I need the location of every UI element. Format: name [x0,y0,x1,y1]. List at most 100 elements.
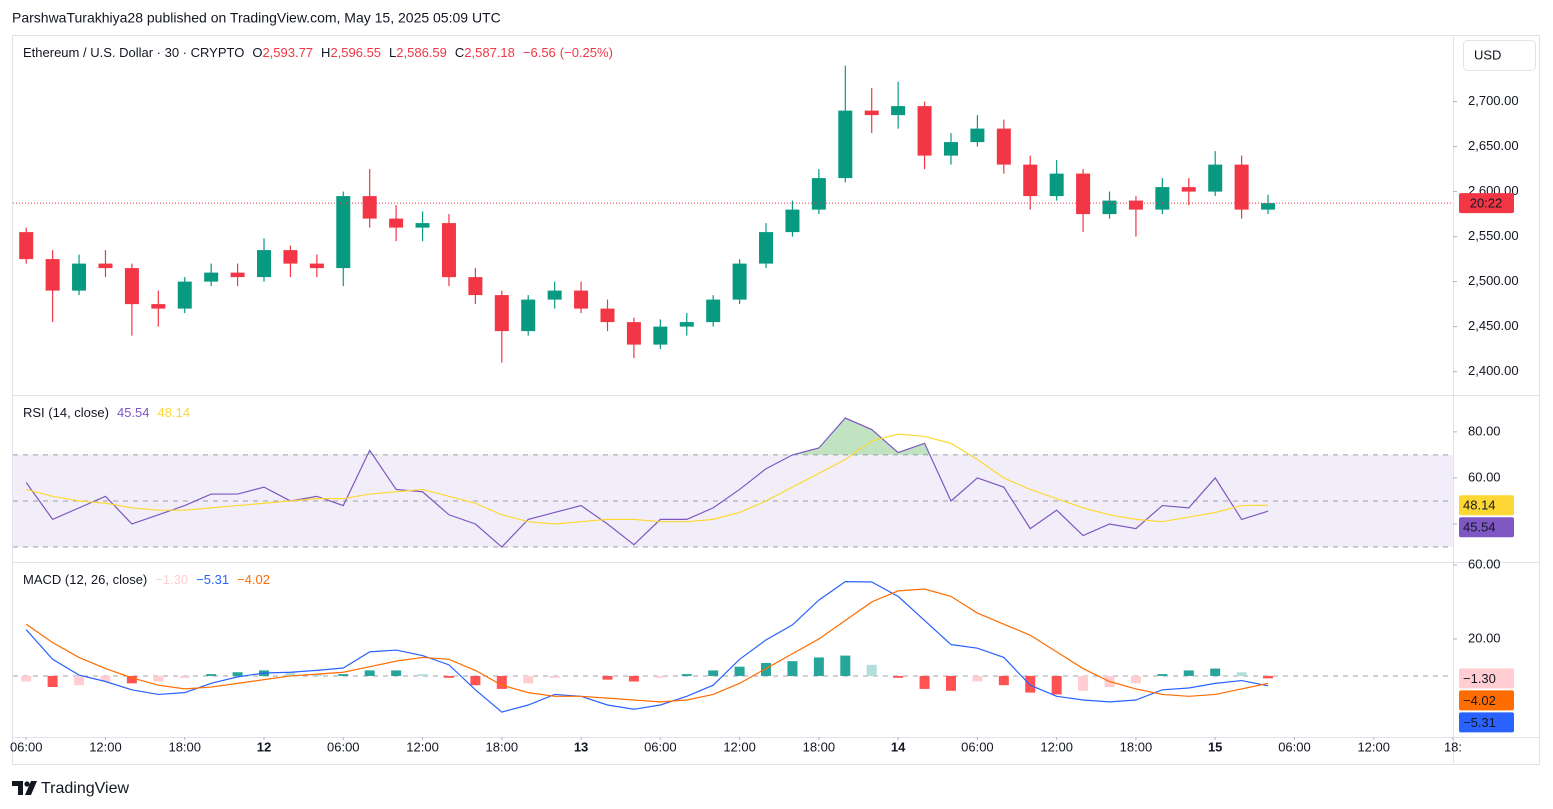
candle-body [706,299,721,323]
legend: Ethereum / U.S. Dollar · 30 · CRYPTO O2,5… [23,45,613,60]
indicator-line [25,417,1269,548]
histogram-bar [945,675,956,691]
histogram-bar [285,672,296,676]
candle-body [785,209,800,233]
axis-value-label: 48.14 [1463,498,1496,513]
y-tick-label: 60.00 [1468,556,1501,571]
histogram-bar [628,675,639,682]
candle-body [1023,164,1038,197]
candle-body [547,290,562,300]
histogram-bar [523,675,534,684]
candle-body [336,196,351,269]
histogram-bar [47,675,58,688]
x-tick-label: 18:00 [803,739,836,754]
candle-body [626,322,641,345]
x-tick-label: 06:00 [1278,739,1311,754]
histogram-bar [74,675,85,686]
x-tick-label: 12:00 [723,739,756,754]
legend-item: 2,587.18 [464,45,515,60]
candle-body [204,272,219,282]
candle-body [177,281,192,309]
histogram-bar [206,674,217,676]
axis-value-label: −4.02 [1463,693,1496,708]
histogram-bar [391,670,402,676]
countdown: 20:22 [1470,196,1503,211]
candle-body [679,322,694,327]
candle-body [283,250,298,264]
x-tick-label: 06:00 [644,739,677,754]
candle-body [415,223,430,228]
candle-body [1208,164,1223,192]
y-tick-label: 2,400.00 [1468,363,1519,378]
candle-body [574,290,589,309]
candle-body [891,106,906,116]
indicator-line [26,433,1269,525]
histogram-bar [100,675,111,682]
legend-item: 2,593.77 [262,45,313,60]
x-tick-label: 06:00 [10,739,43,754]
axis-value-tag [1459,668,1514,689]
candle-body [19,232,34,260]
histogram-bar [972,675,983,682]
histogram-bar [761,663,772,676]
legend-item: H [321,45,330,60]
candle-body [1261,203,1276,210]
axis-value-tag [1459,712,1514,733]
legend-item: −1.30 [155,572,188,587]
histogram-bar [708,670,719,676]
candle-body [309,263,324,269]
x-tick-label: 18:00 [486,739,519,754]
histogram-bar [311,674,322,676]
histogram-bar [417,674,428,676]
legend-item: RSI (14, close) [23,405,109,420]
y-tick-label: 2,550.00 [1468,228,1519,243]
x-tick-label: 14 [891,739,906,754]
y-tick-label: 2,450.00 [1468,318,1519,333]
histogram-bar [126,675,137,684]
currency-button[interactable] [1463,40,1536,71]
legend-item: −5.31 [196,572,229,587]
y-tick-label: 20.00 [1468,630,1501,645]
candle-body [864,110,879,116]
histogram-bar [1078,675,1089,691]
candle-body [124,268,139,305]
candle-body [996,128,1011,165]
legend-item: 2,586.59 [396,45,447,60]
histogram-bar [179,675,190,678]
x-tick-label: 06:00 [961,739,994,754]
candle-body [1155,187,1170,210]
legend-item: 2,596.55 [330,45,381,60]
last-price-tag [1459,193,1514,214]
histogram-bar [364,670,375,676]
axis-value-label: −5.31 [1463,715,1496,730]
candle-body [257,250,272,278]
axis-value-tag [1459,517,1514,538]
y-tick-label: 2,700.00 [1468,93,1519,108]
candle-body [468,277,483,296]
candle-body [389,218,404,228]
legend-item: MACD (12, 26, close) [23,572,147,587]
chart-frame [12,35,1540,765]
histogram-bar [840,655,851,676]
legend-item: Ethereum / U.S. Dollar · 30 · CRYPTO [23,45,244,60]
histogram-bar [549,675,560,678]
candle-body [230,272,245,278]
candle-body [732,263,747,300]
histogram-bar [1051,675,1062,695]
candle-body [811,178,826,210]
histogram-bar [681,674,692,676]
brand-logo: TradingView [12,780,129,797]
x-tick-label: 18: [1444,739,1462,754]
legend-item: O [252,45,262,60]
axis-value-label: 45.54 [1463,520,1496,535]
candle-body [970,128,985,143]
candle-body [1102,200,1117,215]
logo-icon [12,781,37,795]
y-tick-label: 80.00 [1468,423,1501,438]
candle-body [1049,173,1064,197]
axis-value-tag [1459,495,1514,516]
publish-note: ParshwaTurakhiya28 published on TradingV… [12,10,501,26]
histogram-bar [1130,675,1141,684]
